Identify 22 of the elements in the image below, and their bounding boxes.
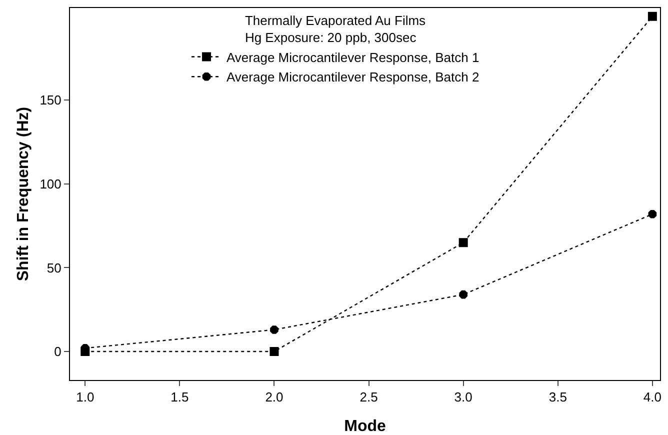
x-tick-label: 2.0	[265, 390, 284, 405]
legend-label: Average Microcantilever Response, Batch 1	[226, 50, 480, 65]
y-tick-label: 100	[40, 176, 62, 192]
y-tick-label: 150	[40, 92, 62, 108]
x-tick-label: 1.5	[170, 390, 189, 405]
x-tick-label: 4.0	[643, 390, 662, 405]
x-axis-title: Mode	[344, 418, 386, 435]
point	[459, 290, 468, 299]
point	[458, 238, 468, 248]
legend-label: Average Microcantilever Response, Batch 2	[226, 70, 480, 85]
point	[270, 326, 278, 334]
x-tick-label: 3.5	[548, 390, 567, 405]
point	[648, 12, 657, 21]
y-tick-label: 50	[46, 260, 62, 276]
legend-title: Thermally Evaporated Au Films Hg Exposure: 20 ppb, 300sec	[244, 12, 426, 45]
y-tick-label: 0	[54, 344, 62, 360]
point	[270, 347, 279, 356]
point	[648, 210, 657, 218]
x-tick-label: 1.0	[76, 390, 94, 405]
x-tick-label: 3.0	[454, 390, 472, 405]
x-tick-label: 2.5	[360, 390, 378, 405]
y-axis-title: Shift in Frequency (Hz)	[15, 106, 32, 282]
